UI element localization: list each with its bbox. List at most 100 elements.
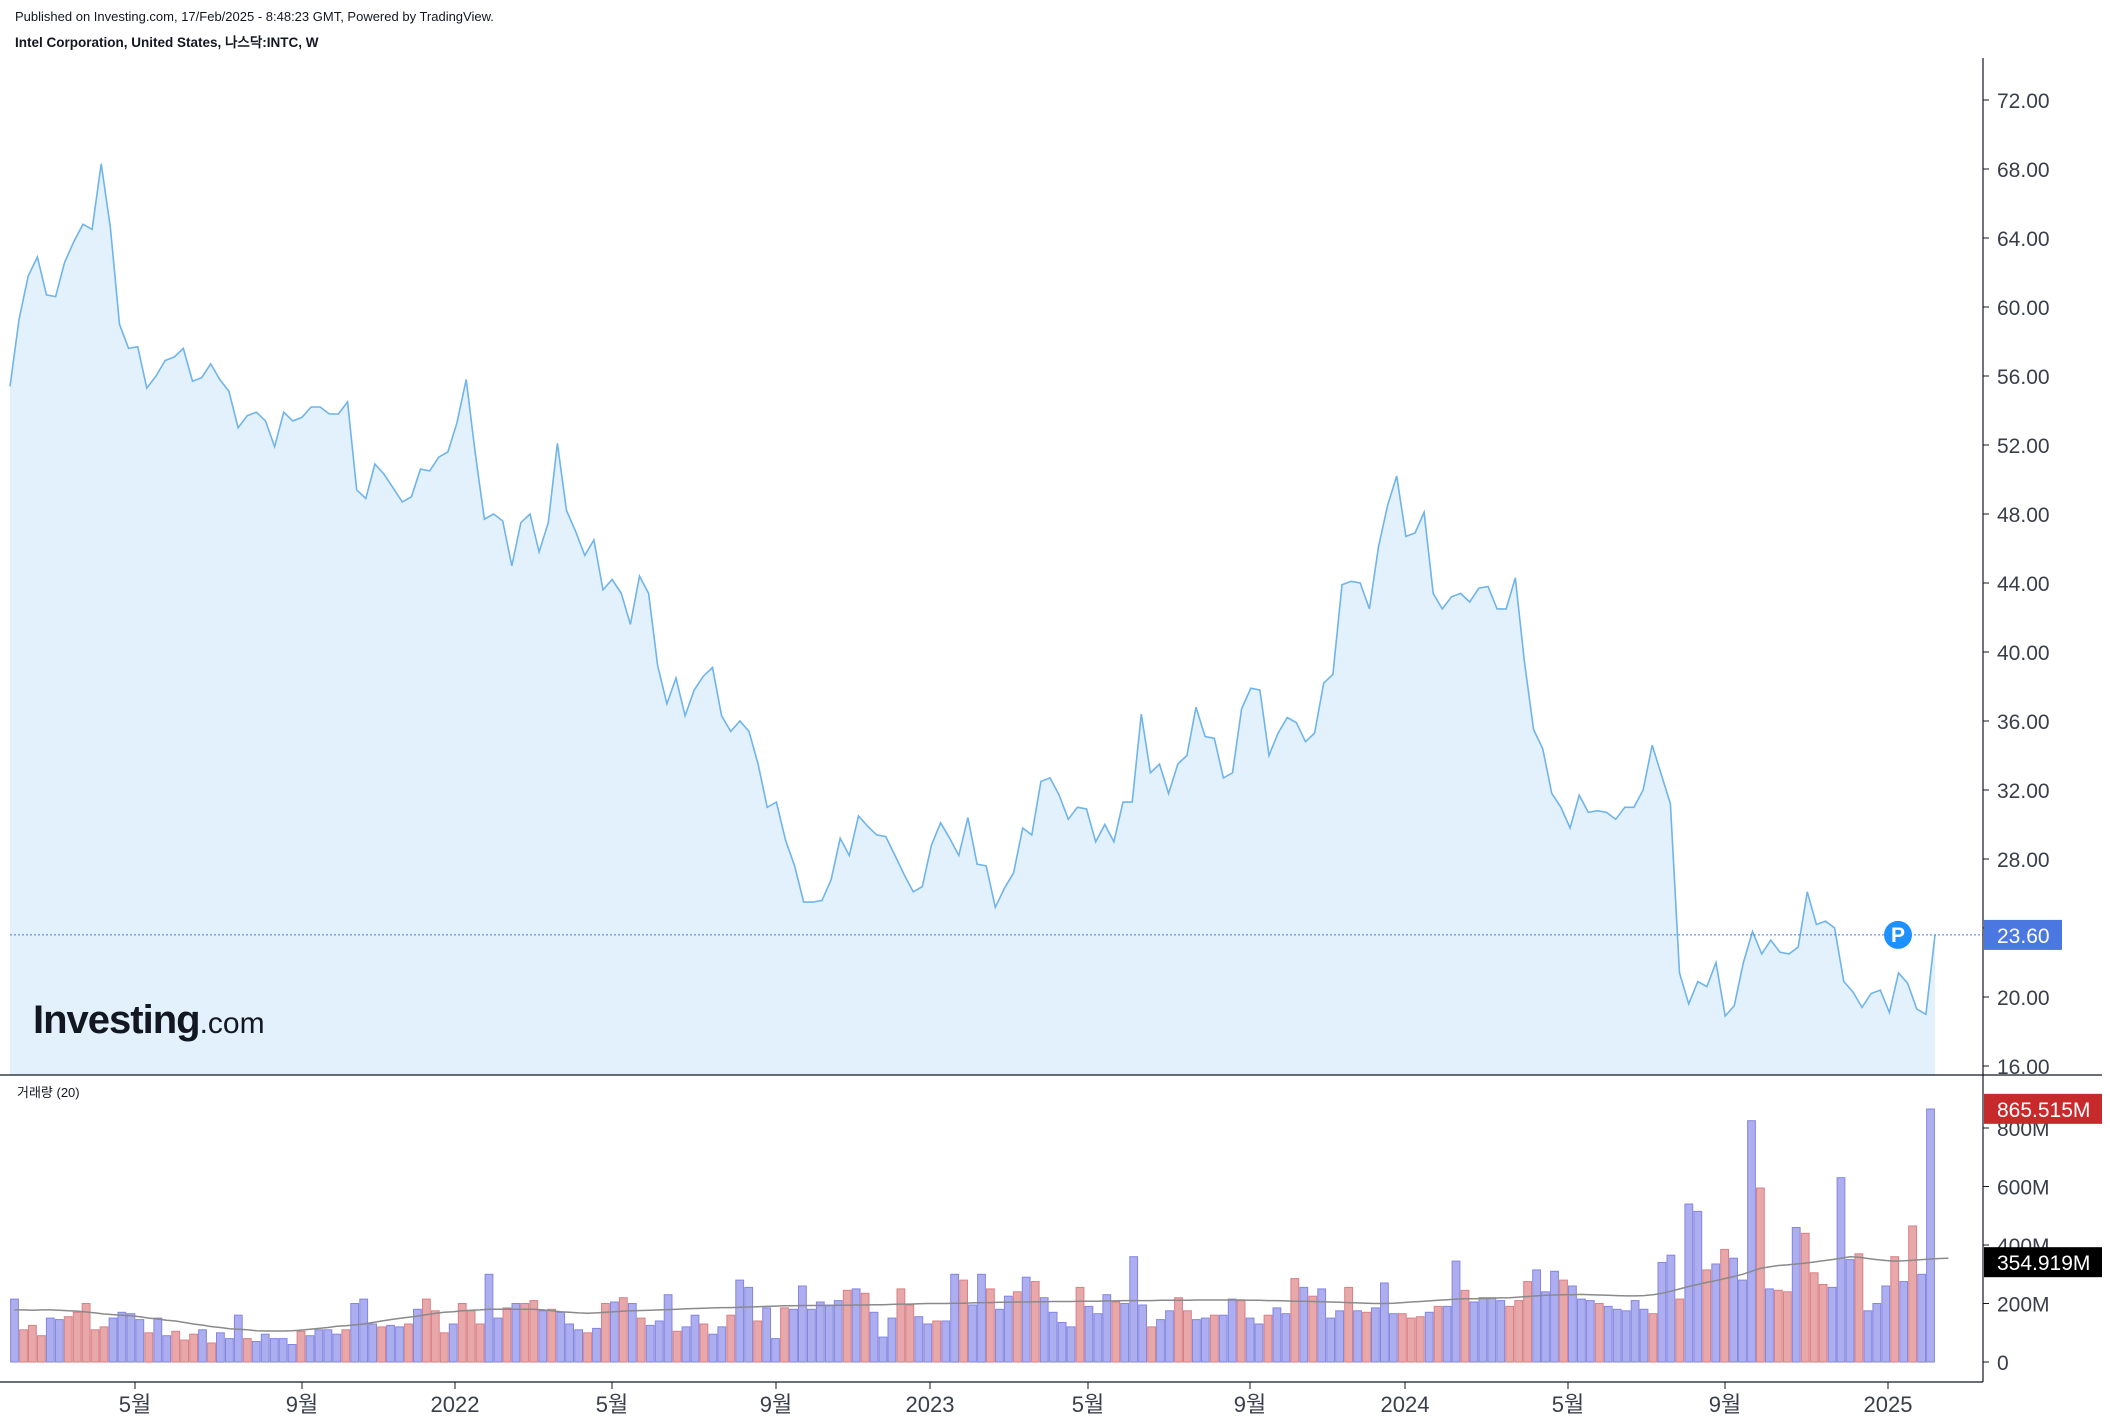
volume-bar bbox=[1693, 1210, 1703, 1363]
volume-bar bbox=[726, 1314, 736, 1363]
volume-bar bbox=[1460, 1289, 1470, 1363]
price-tick-label: 56.00 bbox=[1997, 366, 2050, 389]
volume-bar bbox=[108, 1317, 118, 1363]
volume-bar bbox=[618, 1297, 628, 1363]
logo-main: Investing bbox=[33, 998, 201, 1042]
current-price-tag: 23.60 bbox=[1997, 925, 2050, 948]
price-tick-label: 44.00 bbox=[1997, 573, 2050, 596]
time-tick-label: 2024 bbox=[1381, 1392, 1430, 1417]
volume-bar bbox=[1326, 1317, 1336, 1363]
volume-bar bbox=[1648, 1313, 1658, 1363]
volume-bar bbox=[1075, 1286, 1085, 1363]
volume-bar bbox=[323, 1329, 333, 1363]
volume-bar bbox=[404, 1323, 413, 1363]
time-tick-label: 2022 bbox=[431, 1392, 480, 1417]
volume-bar bbox=[287, 1344, 297, 1363]
volume-bar bbox=[1577, 1298, 1586, 1363]
volume-bar bbox=[1881, 1285, 1891, 1363]
volume-bar bbox=[1541, 1291, 1550, 1363]
p-marker-label: P bbox=[1891, 924, 1905, 947]
volume-bar bbox=[1299, 1286, 1309, 1363]
volume-bar bbox=[1791, 1227, 1801, 1363]
time-tick-label: 5월 bbox=[596, 1392, 628, 1417]
volume-bar bbox=[1433, 1305, 1443, 1363]
volume-bar bbox=[1738, 1279, 1747, 1363]
volume-bar bbox=[1908, 1225, 1917, 1363]
volume-bar bbox=[1845, 1259, 1855, 1363]
volume-bar bbox=[305, 1335, 315, 1363]
volume-bar bbox=[162, 1335, 172, 1363]
volume-bar bbox=[798, 1285, 807, 1363]
price-tick-label: 52.00 bbox=[1997, 435, 2050, 458]
volume-bar bbox=[538, 1310, 548, 1363]
volume-bar bbox=[627, 1303, 637, 1363]
volume-bar bbox=[1532, 1269, 1541, 1363]
volume-bar bbox=[789, 1308, 798, 1363]
volume-bar bbox=[1048, 1311, 1058, 1363]
time-tick-label: 2025 bbox=[1864, 1392, 1913, 1417]
volume-bar bbox=[216, 1332, 225, 1363]
volume-bar bbox=[90, 1329, 100, 1363]
volume-bar bbox=[413, 1308, 422, 1363]
volume-bar bbox=[144, 1332, 154, 1363]
volume-bar bbox=[735, 1279, 745, 1363]
volume-bar bbox=[1800, 1232, 1810, 1363]
volume-ma-tag: 354.919M bbox=[1997, 1252, 2090, 1275]
volume-last-tag: 865.515M bbox=[1997, 1099, 2090, 1122]
price-tick-label: 64.00 bbox=[1997, 228, 2050, 251]
volume-tick-label: 600M bbox=[1997, 1177, 2050, 1200]
symbol-title: Intel Corporation, United States, 나스닥:IN… bbox=[15, 35, 319, 50]
volume-bar bbox=[439, 1332, 449, 1363]
volume-bar bbox=[19, 1329, 28, 1363]
volume-bar bbox=[1344, 1286, 1353, 1363]
volume-bar bbox=[1227, 1298, 1237, 1363]
published-note: Published on Investing.com, 17/Feb/2025 … bbox=[15, 9, 494, 24]
volume-bar bbox=[1594, 1303, 1604, 1363]
volume-bar bbox=[1263, 1314, 1273, 1363]
volume-bar bbox=[1317, 1288, 1327, 1363]
volume-bar bbox=[233, 1314, 243, 1363]
volume-bar bbox=[448, 1323, 458, 1363]
volume-bar bbox=[1371, 1307, 1380, 1363]
volume-bar bbox=[959, 1279, 969, 1363]
volume-bar bbox=[1773, 1289, 1783, 1363]
volume-bar bbox=[1021, 1276, 1031, 1363]
volume-bar bbox=[574, 1329, 584, 1363]
volume-bar bbox=[1308, 1295, 1318, 1363]
volume-bar bbox=[1630, 1300, 1640, 1363]
investing-logo: Investing.com bbox=[33, 998, 265, 1043]
volume-bar bbox=[81, 1303, 91, 1363]
volume-bar bbox=[986, 1288, 995, 1363]
volume-bar bbox=[117, 1311, 127, 1363]
volume-bar bbox=[1362, 1311, 1371, 1363]
volume-bar bbox=[1156, 1319, 1165, 1363]
volume-bar bbox=[529, 1300, 539, 1363]
volume-bar bbox=[1684, 1203, 1694, 1363]
volume-bar bbox=[1084, 1305, 1094, 1363]
volume-bar bbox=[860, 1292, 870, 1363]
current-price-tag-bg bbox=[1984, 919, 2062, 950]
volume-bar bbox=[1666, 1254, 1676, 1363]
volume-bar bbox=[457, 1303, 467, 1363]
volume-bar bbox=[753, 1320, 763, 1363]
volume-bar bbox=[189, 1333, 198, 1363]
volume-bar bbox=[1335, 1310, 1344, 1363]
volume-bar bbox=[690, 1314, 700, 1363]
volume-bar bbox=[565, 1323, 575, 1363]
logo-suffix: .com bbox=[199, 1007, 265, 1040]
volume-bar bbox=[332, 1333, 342, 1363]
volume-bar bbox=[923, 1323, 933, 1363]
volume-bar bbox=[1129, 1256, 1139, 1363]
volume-bar bbox=[887, 1317, 897, 1363]
volume-bar bbox=[269, 1338, 279, 1363]
volume-bar bbox=[1765, 1288, 1774, 1363]
volume-bar bbox=[278, 1338, 288, 1363]
time-tick-label: 5월 bbox=[1552, 1392, 1584, 1417]
volume-bar bbox=[1406, 1317, 1416, 1363]
volume-bar bbox=[1424, 1311, 1434, 1363]
volume-last-tag-bg bbox=[1984, 1093, 2102, 1124]
volume-bar bbox=[180, 1339, 189, 1363]
volume-bar bbox=[1183, 1310, 1192, 1363]
volume-bar bbox=[1639, 1308, 1649, 1363]
